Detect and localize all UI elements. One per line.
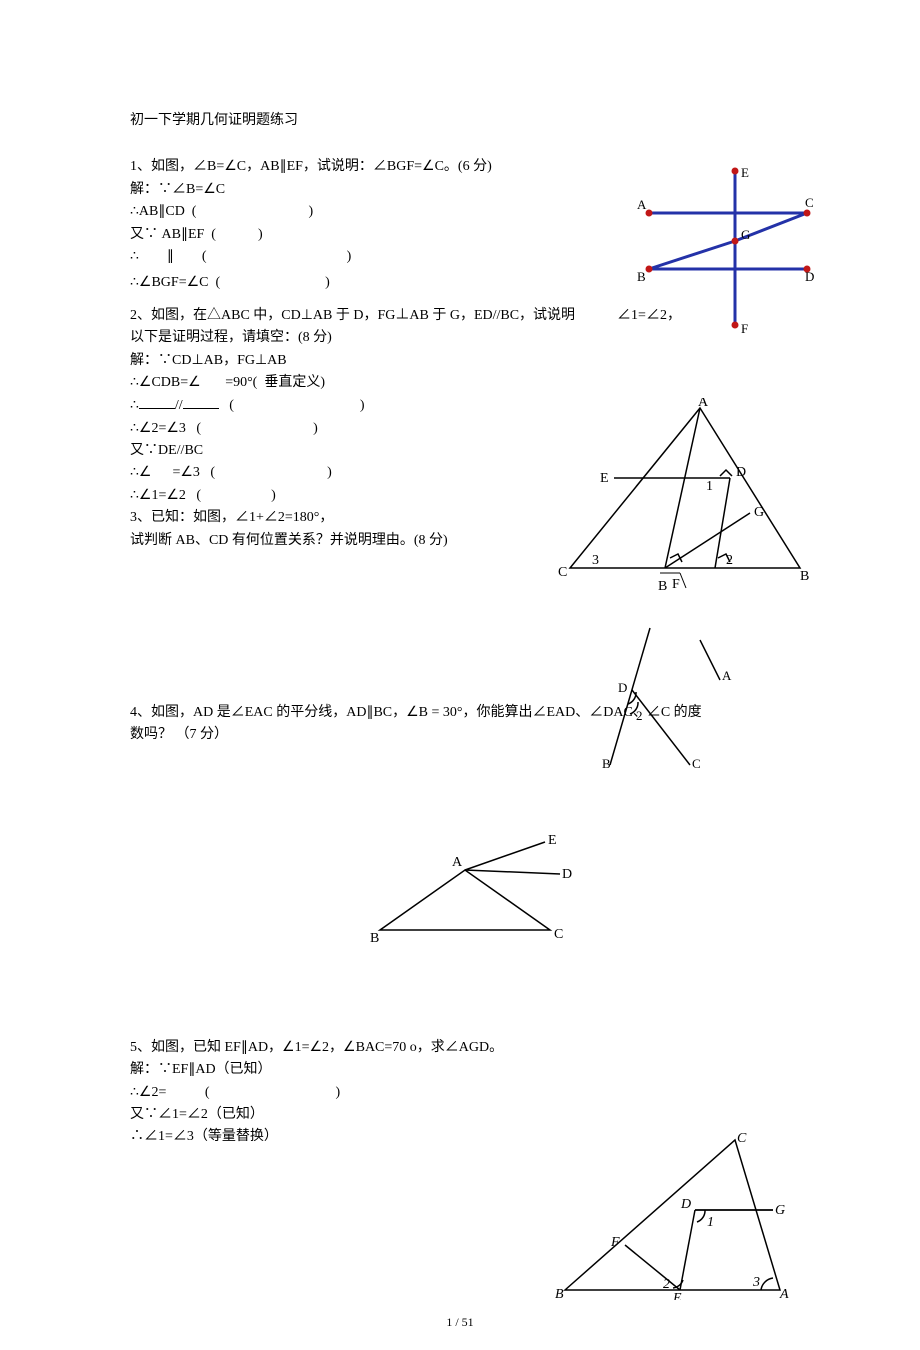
svg-text:B: B [370, 931, 379, 945]
svg-text:D: D [680, 1197, 691, 1212]
svg-text:A: A [722, 668, 732, 683]
figure-q2: A B C D E F G 1 2 3 B [550, 398, 810, 598]
svg-text:C: C [558, 565, 567, 580]
svg-text:B: B [555, 1287, 564, 1300]
q5-prompt: 5、如图，已知 EF∥AD，∠1=∠2，∠BAC=70 o，求∠AGD。 [130, 1037, 790, 1059]
svg-text:A: A [452, 855, 463, 870]
svg-text:A: A [779, 1287, 789, 1300]
svg-text:F: F [610, 1235, 620, 1250]
svg-text:2: 2 [636, 708, 643, 723]
svg-text:D: D [562, 867, 572, 882]
svg-text:D: D [736, 465, 746, 480]
q5-line1: 解：∵EF∥AD（已知） [130, 1059, 790, 1081]
figure-q4: A B C D E [370, 830, 580, 945]
svg-text:A: A [637, 197, 647, 212]
q5-line2: ∴∠2= ( ) [130, 1082, 790, 1104]
svg-text:D: D [618, 680, 627, 695]
figure-q3: D A B C 2 [580, 620, 740, 770]
svg-text:B: B [602, 756, 611, 770]
svg-text:C: C [805, 195, 814, 210]
svg-text:3: 3 [752, 1275, 760, 1290]
svg-text:C: C [737, 1131, 747, 1146]
svg-text:A: A [698, 398, 709, 410]
svg-text:3: 3 [592, 553, 599, 568]
svg-text:B: B [800, 569, 809, 584]
svg-text:D: D [805, 269, 814, 284]
svg-text:G: G [775, 1203, 785, 1218]
worksheet-title: 初一下学期几何证明题练习 [130, 110, 790, 132]
svg-text:E: E [548, 833, 557, 848]
svg-text:E: E [672, 1291, 682, 1300]
svg-text:B: B [658, 579, 667, 594]
svg-text:B: B [637, 269, 646, 284]
svg-text:G: G [754, 505, 764, 520]
svg-text:C: C [554, 927, 563, 942]
svg-text:1: 1 [706, 479, 713, 494]
figure-q1: A C B D E F G [635, 165, 815, 345]
q2-line1: 解：∵CD⊥AB，FG⊥AB [130, 350, 790, 372]
page: 初一下学期几何证明题练习 1、如图，∠B=∠C，AB∥EF，试说明：∠BGF=∠… [0, 0, 920, 1350]
q5-line3: 又∵∠1=∠2（已知） [130, 1104, 790, 1126]
page-number: 1 / 51 [0, 1315, 920, 1330]
figure-q5: A B C D E F G 1 2 3 [555, 1130, 795, 1300]
svg-text:E: E [600, 471, 609, 486]
svg-text:G: G [741, 227, 750, 242]
svg-text:2: 2 [726, 553, 733, 568]
svg-text:C: C [692, 756, 701, 770]
svg-text:F: F [672, 577, 680, 592]
svg-text:2: 2 [663, 1277, 670, 1292]
svg-text:F: F [741, 321, 748, 336]
q2-line2: ∴∠CDB=∠ =90°( 垂直定义) [130, 372, 790, 394]
svg-text:1: 1 [707, 1215, 714, 1230]
svg-text:E: E [741, 165, 749, 180]
